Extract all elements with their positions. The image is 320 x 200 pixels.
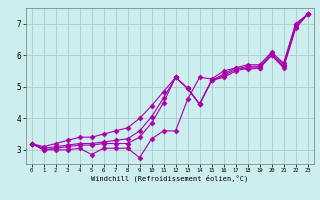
X-axis label: Windchill (Refroidissement éolien,°C): Windchill (Refroidissement éolien,°C) [91, 175, 248, 182]
